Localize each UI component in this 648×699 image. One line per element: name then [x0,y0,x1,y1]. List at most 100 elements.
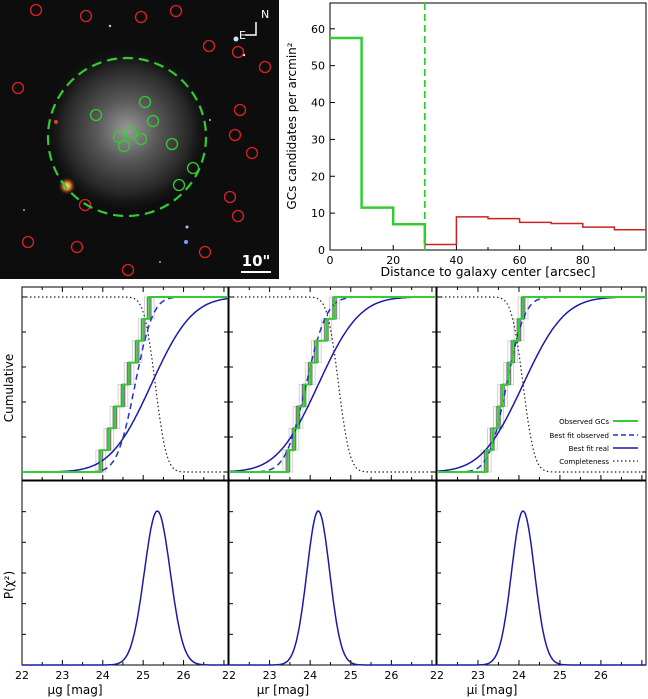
outer-density-series [424,216,646,246]
observed-gc-steps [437,296,646,473]
density-ylabel: GCs candidates per arcmin² [285,42,299,209]
star [108,24,112,28]
outer-gc-marker [233,103,247,117]
x-tick-label: 25 [344,669,358,682]
chi2-frame [436,480,647,666]
x-tick-label: 0 [327,254,334,267]
legend-fit-real-label: Best fit real [569,445,609,453]
simulated-step-curve [437,296,646,473]
density-xlabel: Distance to galaxy center [arcsec] [380,264,595,279]
x-tick-label: 25 [553,669,567,682]
inner-gc-marker [117,139,131,153]
outer-gc-marker [134,10,148,24]
legend-completeness-label: Completeness [559,458,609,466]
outer-gc-marker [70,240,84,254]
simulated-step-curve [229,296,436,473]
x-tick-label: 26 [594,669,608,682]
chi2-ylabel: P(χ²) [2,571,16,599]
inner-gc-marker [165,137,179,151]
simulated-step-curve [229,296,436,473]
inner-density-series [330,36,427,245]
legend: Observed GCs Best fit observed Best fit … [549,418,638,466]
simulated-step-curve [229,296,436,473]
star [23,209,25,211]
x-tick-label: 23 [471,669,485,682]
completeness-curve [437,296,646,473]
legend-observed-label: Observed GCs [559,418,609,426]
best-fit-real-curve [437,296,646,472]
simulated-step-curve [437,296,646,473]
luminosity-function-grid: 22 23 24 25 26 22 23 24 25 26 22 23 24 25 26 Cumulativ… [2,286,647,697]
simulated-step-curve [229,296,436,473]
simulated-step-curve [229,296,436,473]
y-tick-label: 50 [311,60,325,73]
cumulative-ylabel: Cumulative [2,354,16,423]
x-tick-label: 40 [449,254,463,267]
observed-gc-steps [22,296,228,473]
x-tick-label: 25 [136,669,150,682]
simulated-step-curve [437,296,646,473]
inner-gc-marker [134,132,148,146]
inner-gc-marker [89,108,103,122]
outer-gc-marker [245,146,259,160]
x-tick-label: 22 [222,669,236,682]
cumulative-frame [21,286,229,481]
x-tick-label: 24 [303,669,317,682]
x-tick-label: 22 [430,669,444,682]
outer-gc-marker [223,190,237,204]
axis-ticks: 0 20 40 60 80 0 10 20 30 40 50 60 [311,23,615,267]
y-tick-label: 40 [311,97,325,110]
outer-gc-marker [79,9,93,23]
x-tick-label: 20 [386,254,400,267]
star [159,261,161,263]
scale-label: 10" [242,252,271,270]
inner-gc-markers [89,95,200,192]
x-tick-label: 80 [576,254,590,267]
simulated-step-curve [437,296,646,473]
outer-gc-marker [21,235,35,249]
star [184,240,188,244]
x-tick-label: 24 [512,669,526,682]
x-tick-label: 22 [15,669,29,682]
outer-gc-marker [228,128,242,142]
observed-gc-steps [229,296,436,473]
inner-gc-marker [172,178,186,192]
chi2-panels: 22 23 24 25 26 22 23 24 25 26 22 23 24 25 26 [15,480,647,682]
y-tick-label: 30 [311,133,325,146]
best-fit-observed-curve [437,296,646,473]
north-label: N [261,8,269,21]
x-tick-label: 26 [384,669,398,682]
star [233,36,239,42]
legend-fit-observed-label: Best fit observed [549,432,609,440]
compass-arrow [245,22,257,36]
cumulative-frame [436,286,647,481]
simulated-step-curve [437,296,646,473]
star [54,120,58,124]
xlabel-r: μr [mag] [257,683,309,697]
outer-gc-marker [78,198,92,212]
inner-gc-marker [146,114,160,128]
x-tick-label: 26 [177,669,191,682]
outer-gc-marker [231,209,245,223]
y-tick-label: 0 [318,244,325,257]
outer-gc-marker [231,45,245,59]
y-tick-label: 20 [311,170,325,183]
inner-gc-marker [138,95,152,109]
xlabel-i: μi [mag] [467,683,518,697]
inner-gc-marker [124,126,138,140]
y-tick-label: 60 [311,23,325,36]
best-fit-observed-curve [229,296,436,473]
chi2-frame [21,480,229,666]
chi2-probability-curve [22,510,228,666]
radial-density-chart: 0 20 40 60 80 0 10 20 30 40 50 60 Distance to galax… [285,2,647,279]
xlabel-g: μg [mag] [47,683,102,697]
outer-gc-marker [198,245,212,259]
outer-gc-marker [169,4,183,18]
x-tick-label: 23 [55,669,69,682]
galaxy-image: N E 10" [0,0,279,279]
aperture-circle [46,56,208,218]
outer-gc-marker [121,263,135,277]
chi2-probability-curve [229,510,436,666]
outer-gc-markers [11,3,272,277]
